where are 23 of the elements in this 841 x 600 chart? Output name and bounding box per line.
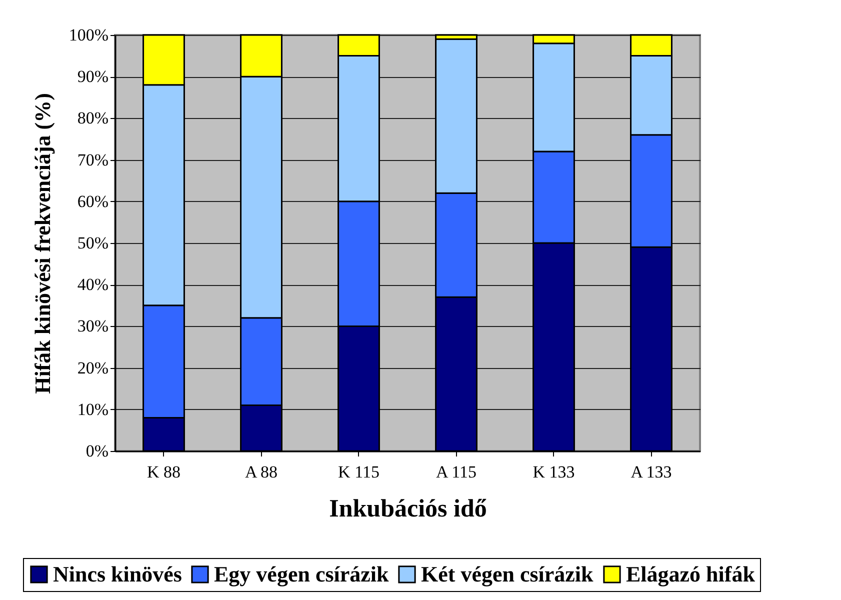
y-tick-label: 40% <box>77 275 108 294</box>
x-tick-label: K 115 <box>338 462 380 482</box>
legend-label: Két végen csírázik <box>421 561 594 586</box>
x-axis-title: Inkubációs idő <box>329 496 487 522</box>
y-tick-label: 0% <box>86 442 108 460</box>
legend-label: Egy végen csírázik <box>214 561 390 586</box>
y-tick-label: 80% <box>77 108 108 128</box>
x-tick-label: A 115 <box>436 462 476 482</box>
y-axis-title: Hifák kinövési frekvenciája (%) <box>30 93 55 394</box>
y-tick-label: 90% <box>77 67 108 86</box>
legend-label: Nincs kinövés <box>53 561 182 586</box>
y-tick-label: 30% <box>77 316 108 336</box>
x-tick-label: K 133 <box>532 462 575 482</box>
y-tick-label: 70% <box>77 150 108 170</box>
y-tick-label: 50% <box>77 234 108 252</box>
x-tick-label: A 133 <box>630 462 672 482</box>
x-tick-label: A 88 <box>244 462 278 482</box>
y-tick-label: 20% <box>77 358 108 378</box>
legend-label: Elágazó hifák <box>626 561 756 586</box>
y-tick-label: 60% <box>77 192 108 211</box>
x-tick-label: K 88 <box>146 462 181 482</box>
y-tick-label: 100% <box>68 26 108 44</box>
y-tick-label: 10% <box>77 400 108 419</box>
